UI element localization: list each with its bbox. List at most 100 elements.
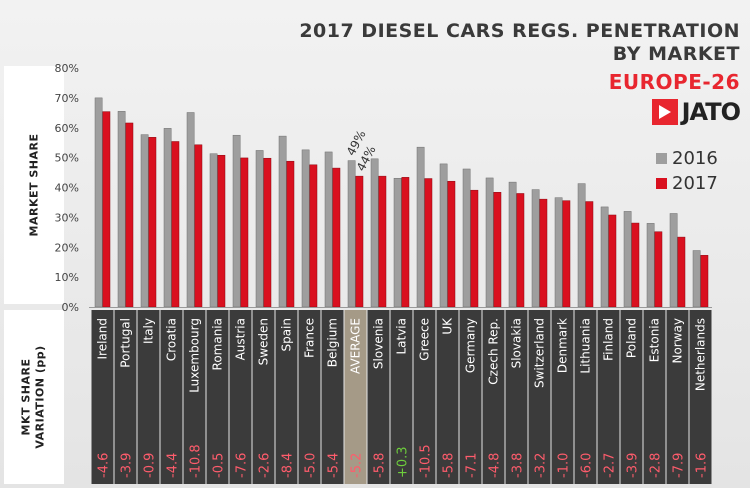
x-tick-label: Romania bbox=[211, 318, 225, 370]
x-tick-label: Slovenia bbox=[372, 318, 386, 369]
bar-2017-uk bbox=[447, 180, 456, 308]
x-tick-label: Ireland bbox=[96, 318, 110, 360]
bar-2016-romania bbox=[209, 153, 218, 308]
bar-2017-sweden bbox=[263, 157, 272, 308]
variation-label: -6.0 bbox=[580, 453, 595, 478]
variation-label: -2.8 bbox=[649, 453, 664, 478]
category-panel bbox=[459, 310, 482, 484]
variation-label: +0.3 bbox=[396, 446, 411, 478]
x-tick-label: Latvia bbox=[395, 318, 409, 355]
category-panel bbox=[275, 310, 298, 484]
bar-2017-greece bbox=[424, 178, 433, 308]
variation-axis-panel: MKT SHARE VARIATION (pp) bbox=[4, 310, 64, 484]
legend-swatch-2016 bbox=[656, 153, 667, 164]
bar-2017-portugal bbox=[125, 122, 134, 308]
category-panel bbox=[482, 310, 505, 484]
bar-2017-czech-rep bbox=[493, 192, 502, 308]
jato-logo-text: JATO bbox=[681, 98, 741, 126]
bar-2017-germany bbox=[470, 189, 479, 308]
bar-2016-croatia bbox=[163, 128, 172, 308]
x-tick-label: Denmark bbox=[556, 318, 570, 373]
x-tick-label: Belgium bbox=[326, 318, 340, 367]
chart-title-line2: BY MARKET bbox=[612, 43, 740, 65]
y-tick-label: 40% bbox=[55, 182, 79, 195]
bar-2016-spain bbox=[278, 135, 287, 308]
x-tick-label: Austria bbox=[234, 318, 248, 360]
jato-logo: JATO bbox=[651, 98, 741, 126]
bar-2017-switzerland bbox=[539, 198, 548, 308]
bar-2017-netherlands bbox=[700, 255, 709, 308]
jato-logo-icon bbox=[651, 99, 678, 125]
x-tick-label: Italy bbox=[142, 318, 156, 344]
variation-label: -4.6 bbox=[97, 453, 112, 478]
x-tick-label: Estonia bbox=[648, 318, 662, 362]
y-tick-label: 30% bbox=[55, 211, 79, 224]
variation-label: -3.2 bbox=[534, 453, 549, 478]
bar-2016-uk bbox=[439, 163, 448, 308]
x-tick-label: Luxembourg bbox=[188, 318, 202, 393]
bar-2016-latvia bbox=[393, 177, 402, 308]
y-tick-label: 10% bbox=[55, 271, 79, 284]
bar-2016-portugal bbox=[117, 111, 126, 308]
variation-label: -3.9 bbox=[626, 453, 641, 478]
bar-2017-slovakia bbox=[516, 193, 525, 308]
bar-2017-denmark bbox=[562, 200, 571, 308]
bar-2017-france bbox=[309, 164, 318, 308]
bar-2016-luxembourg bbox=[186, 112, 195, 308]
variation-label: -5.8 bbox=[373, 453, 388, 478]
bar-2017-norway bbox=[677, 236, 686, 308]
bar-2017-spain bbox=[286, 160, 295, 308]
legend-label-2016: 2016 bbox=[672, 148, 718, 169]
variation-label: -5.2 bbox=[350, 453, 365, 478]
y-tick-label: 80% bbox=[55, 62, 79, 75]
x-tick-label: Spain bbox=[280, 318, 294, 352]
category-panel bbox=[390, 310, 413, 484]
x-tick-label: Croatia bbox=[165, 318, 179, 361]
bar-2017-italy bbox=[148, 137, 157, 308]
variation-label: -4.8 bbox=[488, 453, 503, 478]
bar-2016-denmark bbox=[554, 197, 563, 308]
variation-label: -8.4 bbox=[281, 453, 296, 478]
bar-2017-romania bbox=[217, 154, 226, 308]
y-tick-label: 70% bbox=[55, 92, 79, 105]
x-tick-label: Switzerland bbox=[533, 318, 547, 388]
bar-2017-belgium bbox=[332, 167, 341, 308]
x-tick-label: France bbox=[303, 318, 317, 358]
bar-2017-ireland bbox=[102, 111, 111, 308]
x-tick-label: Portugal bbox=[119, 318, 133, 368]
category-panel bbox=[183, 310, 206, 484]
bar-2016-slovakia bbox=[508, 181, 517, 308]
variation-label: -1.0 bbox=[557, 453, 572, 478]
bar-2016-slovenia bbox=[370, 158, 379, 308]
variation-label: -5.8 bbox=[442, 453, 457, 478]
bar-2016-finland bbox=[600, 206, 609, 308]
category-panel bbox=[344, 310, 367, 484]
y-tick-label: 60% bbox=[55, 122, 79, 135]
bar-2016-lithuania bbox=[577, 183, 586, 308]
variation-label: -5.4 bbox=[327, 453, 342, 478]
bar-2017-slovenia bbox=[378, 175, 387, 308]
bar-2016-switzerland bbox=[531, 189, 540, 308]
variation-label: -2.6 bbox=[258, 453, 273, 478]
legend-swatch-2017 bbox=[656, 178, 667, 189]
category-panel bbox=[413, 310, 436, 484]
category-panel bbox=[114, 310, 137, 484]
x-tick-label: AVERAGE bbox=[349, 318, 363, 374]
category-panel bbox=[620, 310, 643, 484]
category-panel bbox=[528, 310, 551, 484]
category-panel bbox=[298, 310, 321, 484]
bar-2016-norway bbox=[669, 213, 678, 308]
bar-2016-czech-rep bbox=[485, 177, 494, 308]
category-panel bbox=[160, 310, 183, 484]
y-tick-label: 20% bbox=[55, 241, 79, 254]
bar-2016-austria bbox=[232, 134, 241, 308]
bar-2016-ireland bbox=[94, 97, 103, 308]
bar-2016-france bbox=[301, 149, 310, 308]
bar-2017-croatia bbox=[171, 141, 180, 308]
bar-2016-sweden bbox=[255, 150, 264, 308]
x-tick-label: Netherlands bbox=[694, 318, 708, 391]
category-panel bbox=[505, 310, 528, 484]
category-panel bbox=[367, 310, 390, 484]
bar-2016-poland bbox=[623, 211, 632, 308]
bar-2016-germany bbox=[462, 168, 471, 308]
